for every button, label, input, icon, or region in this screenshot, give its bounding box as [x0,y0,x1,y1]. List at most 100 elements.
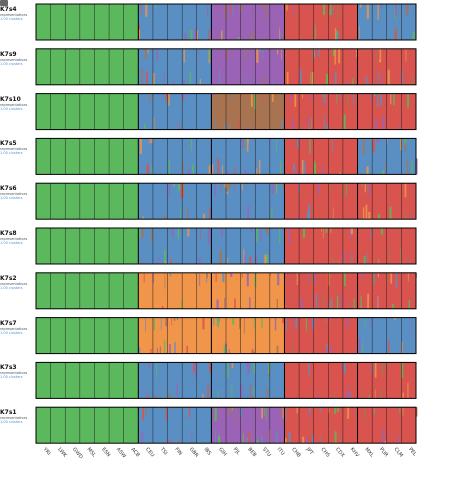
admixture-sliver [308,4,310,10]
admixture-sliver [215,428,217,444]
admixture-sliver [395,272,398,289]
admixture-sliver [382,272,385,288]
admixture-sliver [265,407,267,422]
admixture-sliver [405,48,407,61]
admixture-sliver [176,382,178,399]
admixture-sliver [138,347,141,354]
admixture-sliver [395,228,397,233]
admixture-sliver [362,294,363,309]
admixture-sliver [290,302,293,309]
admixture-sliver [144,48,147,59]
admixture-sliver [182,183,184,198]
admixture-sliver [189,71,191,85]
admixture-sliver [284,437,287,444]
admixture-sliver [253,386,255,399]
admixture-sliver [191,138,192,151]
panel-cluster-link[interactable]: 1.00 clusters [0,330,23,335]
admixture-sliver [163,93,165,97]
panel-cluster-link[interactable]: 1.00 clusters [0,196,23,201]
admixture-sliver [200,228,201,240]
admixture-sliver [404,212,407,220]
admixture-panel [35,227,417,265]
admixture-sliver [407,93,409,108]
admixture-sliver [250,4,253,19]
admixture-sliver [399,126,401,130]
admixture-sliver [404,183,406,198]
admixture-sliver [361,183,363,187]
admixture-sliver [182,162,184,175]
admixture-sliver [228,407,231,416]
admixture-sliver [173,183,175,187]
admixture-sliver [259,48,262,53]
admixture-sliver [246,127,249,130]
admixture-sliver [160,317,162,330]
panel-cluster-link[interactable]: 1.00 clusters [0,106,23,111]
admixture-sliver [222,228,225,240]
ancestry-block [284,228,358,264]
admixture-sliver [243,317,245,334]
admixture-sliver [193,362,195,373]
admixture-sliver [311,93,313,100]
admixture-sliver [331,297,333,309]
panel-cluster-link[interactable]: 1.00 clusters [0,61,23,66]
admixture-sliver [164,339,166,354]
admixture-sliver [333,183,336,199]
admixture-sliver [371,138,374,150]
admixture-sliver [396,407,398,410]
ancestry-block [284,183,358,220]
panel-sub-label: representatives [0,371,28,376]
admixture-sliver [168,160,170,175]
admixture-sliver [216,299,219,309]
admixture-sliver [323,4,325,15]
admixture-sliver [332,35,334,40]
admixture-sliver [195,362,197,378]
admixture-sliver [154,395,157,399]
admixture-sliver [252,395,254,399]
admixture-sliver [150,348,152,354]
admixture-sliver [305,317,307,331]
admixture-sliver [318,138,321,150]
panel-k-label: K7s5 [0,140,17,148]
admixture-sliver [216,317,219,327]
panel-cluster-link[interactable]: 1.00 clusters [0,151,23,156]
admixture-sliver [334,407,337,414]
admixture-sliver [161,306,164,309]
admixture-sliver [365,204,368,220]
panel-cluster-link[interactable]: 1.00 clusters [0,285,23,290]
admixture-sliver [187,362,190,372]
admixture-sliver [306,439,308,444]
panel-cluster-link[interactable]: 1.00 clusters [0,241,23,245]
admixture-sliver [340,293,342,309]
admixture-sliver [211,164,214,175]
panel-frame [35,317,417,355]
admixture-sliver [170,258,172,264]
admixture-sliver [388,248,390,264]
admixture-sliver [384,362,386,365]
admixture-sliver [276,138,277,154]
admixture-sliver [245,75,247,85]
ancestry-block [284,138,358,175]
admixture-sliver [227,257,229,264]
panel-cluster-link[interactable]: 1.00 clusters [0,375,23,380]
admixture-sliver [236,78,238,85]
admixture-sliver [255,254,257,264]
admixture-sliver [330,317,333,327]
admixture-sliver [174,4,177,16]
admixture-sliver [147,298,150,309]
admixture-sliver [330,48,333,55]
admixture-sliver [146,362,148,367]
admixture-sliver [208,165,211,175]
admixture-sliver [375,138,378,143]
admixture-sliver [231,407,234,411]
panel-cluster-link[interactable]: 1.00 clusters [0,17,23,21]
admixture-sliver [375,120,378,130]
admixture-sliver [197,261,199,264]
admixture-sliver [243,249,245,264]
admixture-sliver [415,407,418,417]
admixture-sliver [327,407,330,413]
panel-cluster-link[interactable]: 1.00 clusters [0,420,23,425]
admixture-sliver [173,317,176,321]
admixture-sliver [286,71,289,85]
admixture-sliver [343,362,346,371]
admixture-sliver [319,436,321,444]
